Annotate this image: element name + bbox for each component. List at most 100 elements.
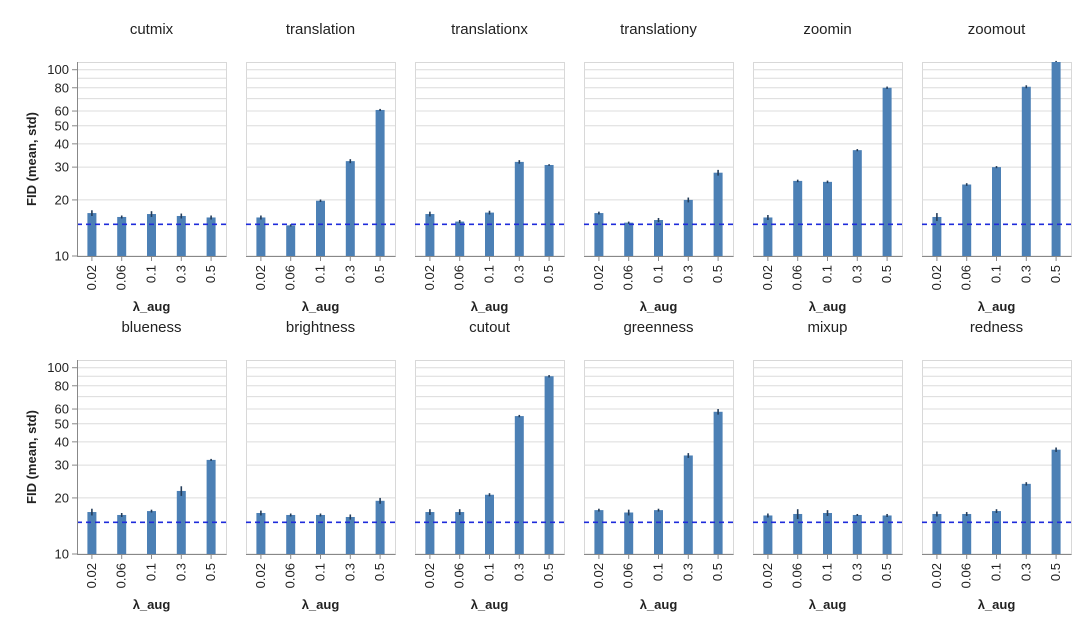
y-tick-label: 60 bbox=[55, 104, 69, 119]
bar bbox=[624, 222, 634, 256]
x-tick-label: 0.3 bbox=[680, 563, 695, 581]
panel-title: cutmix bbox=[130, 21, 174, 38]
x-axis-title: λ_aug bbox=[978, 299, 1016, 314]
x-axis-title: λ_aug bbox=[133, 299, 171, 314]
y-tick-label: 50 bbox=[55, 416, 69, 431]
bar bbox=[256, 512, 266, 554]
bar bbox=[514, 416, 524, 554]
y-tick-label: 30 bbox=[55, 458, 69, 473]
y-tick-label: 40 bbox=[55, 434, 69, 449]
x-tick-label: 0.02 bbox=[422, 265, 437, 290]
panel-brightness: brightness 0.02 0.06 0.1 0.3 0.5 λ_aug bbox=[246, 319, 396, 612]
x-tick-label: 0.06 bbox=[621, 563, 636, 588]
x-axis-title: λ_aug bbox=[809, 597, 847, 612]
panel-title: translation bbox=[286, 21, 355, 38]
x-tick-label: 0.1 bbox=[989, 265, 1004, 283]
bar bbox=[176, 215, 186, 256]
x-axis-title: λ_aug bbox=[471, 299, 509, 314]
panel-redness: redness 0.02 0.06 0.1 0.3 0.5 λ_aug bbox=[922, 319, 1072, 612]
x-tick-label: 0.5 bbox=[541, 265, 556, 283]
x-tick-label: 0.06 bbox=[283, 265, 298, 290]
bar bbox=[87, 512, 97, 554]
y-tick-label: 80 bbox=[55, 378, 69, 393]
bar bbox=[544, 376, 554, 554]
bar bbox=[932, 513, 942, 554]
bar bbox=[793, 513, 803, 554]
y-tick-label: 60 bbox=[55, 402, 69, 417]
x-tick-label: 0.5 bbox=[1048, 265, 1063, 283]
bar bbox=[882, 515, 892, 554]
bar bbox=[683, 199, 693, 256]
panel-translation: translation 0.02 0.06 0.1 0.3 0.5 λ_aug bbox=[246, 21, 396, 314]
bar bbox=[544, 164, 554, 256]
x-tick-label: 0.3 bbox=[1018, 265, 1033, 283]
bar bbox=[345, 161, 355, 256]
y-tick-label: 100 bbox=[47, 62, 69, 77]
x-tick-label: 0.06 bbox=[283, 563, 298, 588]
bar bbox=[763, 515, 773, 554]
x-tick-label: 0.02 bbox=[929, 563, 944, 588]
x-tick-label: 0.5 bbox=[879, 265, 894, 283]
y-tick-label: 40 bbox=[55, 136, 69, 151]
panel-title: mixup bbox=[807, 319, 847, 336]
bar bbox=[654, 510, 663, 554]
bar bbox=[176, 490, 186, 554]
panel-translationx: translationx 0.02 0.06 0.1 0.3 0.5 λ_aug bbox=[415, 21, 565, 314]
x-axis-title: λ_aug bbox=[302, 299, 340, 314]
bar bbox=[1021, 86, 1031, 256]
panel-title: zoomin bbox=[803, 21, 851, 38]
x-tick-label: 0.1 bbox=[482, 265, 497, 283]
y-tick-label: 100 bbox=[47, 360, 69, 375]
x-tick-label: 0.02 bbox=[591, 265, 606, 290]
x-tick-label: 0.1 bbox=[651, 563, 666, 581]
x-tick-label: 0.02 bbox=[253, 265, 268, 290]
panel-zoomin: zoomin 0.02 0.06 0.1 0.3 0.5 λ_aug bbox=[753, 21, 903, 314]
panel-title: greenness bbox=[623, 319, 693, 336]
bar bbox=[455, 512, 465, 554]
x-tick-label: 0.1 bbox=[144, 563, 159, 581]
x-tick-label: 0.06 bbox=[621, 265, 636, 290]
x-tick-label: 0.06 bbox=[959, 563, 974, 588]
x-tick-label: 0.5 bbox=[710, 563, 725, 581]
x-tick-label: 0.3 bbox=[849, 563, 864, 581]
x-tick-label: 0.1 bbox=[820, 265, 835, 283]
panel-title: blueness bbox=[121, 319, 181, 336]
bar bbox=[147, 511, 156, 554]
bar bbox=[375, 109, 385, 257]
bar bbox=[345, 516, 355, 554]
x-tick-label: 0.3 bbox=[342, 563, 357, 581]
bar bbox=[316, 200, 325, 256]
y-axis-title: FID (mean, std) bbox=[24, 410, 39, 504]
x-tick-label: 0.02 bbox=[591, 563, 606, 588]
bar bbox=[713, 172, 723, 256]
bar bbox=[852, 150, 862, 256]
panel-cutout: cutout 0.02 0.06 0.1 0.3 0.5 λ_aug bbox=[415, 319, 565, 612]
x-tick-label: 0.5 bbox=[710, 265, 725, 283]
bar bbox=[485, 212, 494, 256]
x-tick-label: 0.3 bbox=[1018, 563, 1033, 581]
x-tick-label: 0.3 bbox=[511, 265, 526, 283]
x-axis-title: λ_aug bbox=[640, 597, 678, 612]
x-tick-label: 0.3 bbox=[680, 265, 695, 283]
bar bbox=[485, 494, 494, 554]
x-tick-label: 0.1 bbox=[313, 563, 328, 581]
panel-cutmix: cutmix 0.02 0.06 0.1 0.3 0.5 λ_aug 10 20 30 40 5060… bbox=[24, 21, 227, 314]
bar bbox=[206, 217, 216, 256]
x-axis-title: λ_aug bbox=[133, 597, 171, 612]
bar bbox=[514, 161, 524, 256]
x-tick-label: 0.06 bbox=[114, 265, 129, 290]
x-tick-label: 0.5 bbox=[203, 265, 218, 283]
bar bbox=[1051, 62, 1061, 256]
x-tick-label: 0.3 bbox=[342, 265, 357, 283]
bar bbox=[316, 514, 325, 554]
bar bbox=[992, 511, 1001, 554]
x-tick-label: 0.02 bbox=[929, 265, 944, 290]
bar bbox=[852, 514, 862, 554]
bar bbox=[882, 87, 892, 256]
x-tick-label: 0.02 bbox=[253, 563, 268, 588]
x-tick-label: 0.1 bbox=[820, 563, 835, 581]
panel-title: zoomout bbox=[968, 21, 1026, 38]
x-tick-label: 0.02 bbox=[422, 563, 437, 588]
panel-mixup: mixup 0.02 0.06 0.1 0.3 0.5 λ_aug bbox=[753, 319, 903, 612]
